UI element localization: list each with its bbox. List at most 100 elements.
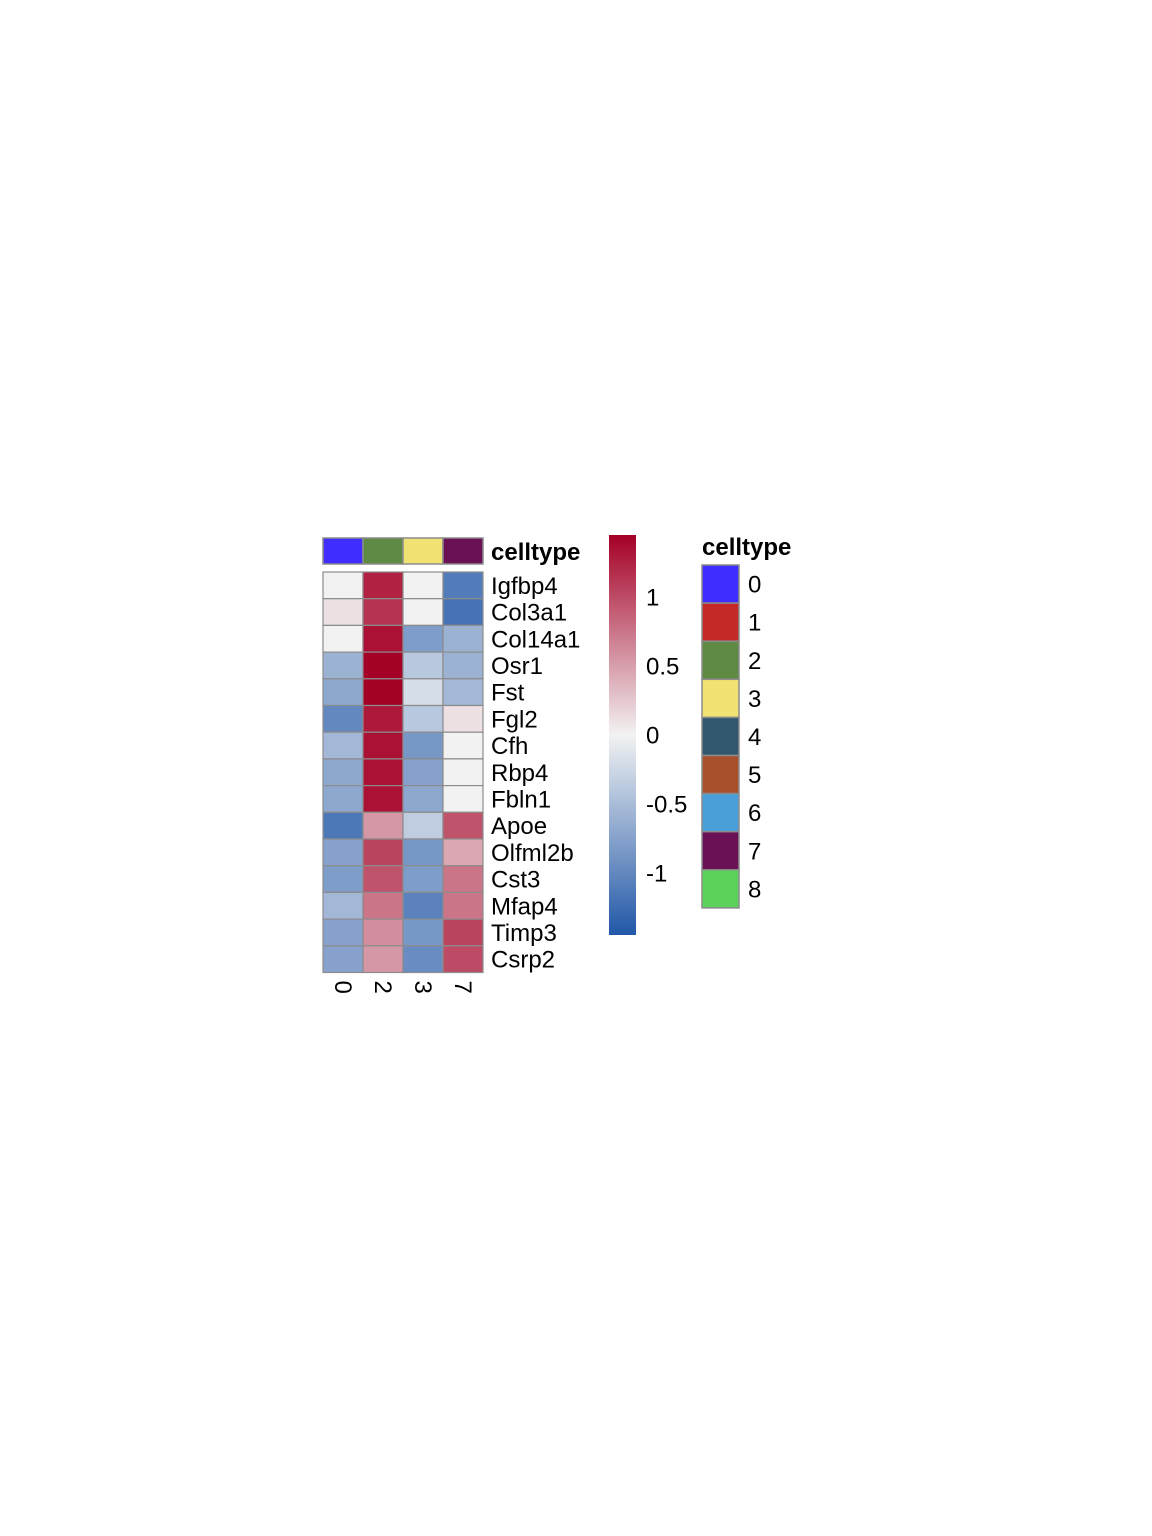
heatmap-cells: [322, 571, 484, 974]
heatmap-cell: [402, 865, 444, 894]
heatmap-cell: [402, 598, 444, 627]
legend-swatch: [701, 640, 740, 681]
annotation-cell-0: [322, 537, 364, 565]
heatmap-cell: [322, 838, 364, 867]
row-label: Mfap4: [491, 893, 558, 920]
legend-item: 3: [701, 678, 761, 719]
legend-swatch: [701, 830, 740, 871]
annotation-cell-3: [402, 537, 444, 565]
heatmap-cell: [402, 624, 444, 653]
legend-title: celltype: [702, 534, 791, 561]
row-label: Apoe: [491, 813, 547, 840]
legend-label: 6: [748, 800, 761, 827]
colorbar-tick-label: 0.5: [646, 654, 679, 681]
heatmap-cell: [442, 891, 484, 920]
heatmap-cell: [442, 758, 484, 787]
heatmap-cell: [362, 624, 404, 653]
heatmap-cell: [362, 891, 404, 920]
heatmap-cell: [442, 704, 484, 733]
row-label: Timp3: [491, 920, 557, 947]
legend-item: 7: [701, 830, 761, 871]
heatmap-cell: [442, 811, 484, 840]
heatmap-cell: [402, 811, 444, 840]
heatmap-cell: [362, 758, 404, 787]
legend-item: 8: [701, 869, 761, 909]
legend-swatch: [701, 869, 740, 909]
heatmap-cell: [442, 918, 484, 947]
heatmap-cell: [442, 784, 484, 813]
legend-item: 2: [701, 640, 761, 681]
row-label: Col14a1: [491, 626, 580, 653]
column-label: 3: [409, 981, 436, 994]
heatmap-cell: [322, 865, 364, 894]
legend-item: 0: [701, 564, 761, 604]
legend-label: 1: [748, 610, 761, 637]
heatmap-cell: [402, 571, 444, 600]
heatmap-cell: [362, 838, 404, 867]
heatmap-cell: [402, 651, 444, 680]
heatmap-cell: [322, 624, 364, 653]
legend-item: 1: [701, 602, 761, 642]
heatmap-cell: [442, 865, 484, 894]
heatmap-cell: [322, 811, 364, 840]
annotation-cell-2: [362, 537, 404, 565]
heatmap-cell: [322, 571, 364, 600]
heatmap-cell: [362, 918, 404, 947]
legend-label: 8: [748, 876, 761, 903]
heatmap-cell: [322, 704, 364, 733]
row-label: Osr1: [491, 653, 543, 680]
row-label: Col3a1: [491, 600, 567, 627]
heatmap-cell: [402, 891, 444, 920]
heatmap-cell: [402, 704, 444, 733]
heatmap-cell: [442, 731, 484, 760]
heatmap-cell: [322, 651, 364, 680]
legend-swatch: [701, 602, 740, 642]
row-label: Fst: [491, 680, 525, 707]
legend-label: 2: [748, 648, 761, 675]
annotation-title: celltype: [491, 539, 580, 566]
legend-label: 7: [748, 838, 761, 865]
legend-swatch: [701, 792, 740, 833]
heatmap-cell: [322, 945, 364, 974]
celltype-legend: celltype 0 1 2 3 4 5 6 7 8: [701, 534, 791, 909]
row-label: Cfh: [491, 733, 528, 760]
legend-label: 0: [748, 572, 761, 599]
legend-swatch: [701, 754, 740, 795]
legend-item: 6: [701, 792, 761, 833]
colorbar-tick-label: -0.5: [646, 791, 687, 818]
row-label: Fgl2: [491, 706, 538, 733]
heatmap-cell: [442, 945, 484, 974]
row-label: Cst3: [491, 867, 540, 894]
legend-label: 5: [748, 762, 761, 789]
heatmap-cell: [362, 811, 404, 840]
heatmap-cell: [362, 945, 404, 974]
heatmap-cell: [402, 784, 444, 813]
colorbar-tick-label: -1: [646, 860, 667, 887]
heatmap-cell: [362, 678, 404, 707]
heatmap-cell: [402, 758, 444, 787]
row-labels: Igfbp4Col3a1Col14a1Osr1FstFgl2CfhRbp4Fbl…: [491, 573, 580, 974]
column-label: 0: [329, 981, 356, 994]
colorbar-tick-label: 0: [646, 723, 659, 750]
heatmap-cell: [322, 731, 364, 760]
heatmap-cell: [362, 651, 404, 680]
heatmap-cell: [442, 651, 484, 680]
heatmap-cell: [402, 945, 444, 974]
heatmap-cell: [322, 758, 364, 787]
heatmap-cell: [442, 678, 484, 707]
heatmap-cell: [362, 571, 404, 600]
row-label: Igfbp4: [491, 573, 558, 600]
heatmap-cell: [362, 784, 404, 813]
row-label: Rbp4: [491, 760, 548, 787]
heatmap-cell: [362, 598, 404, 627]
heatmap-cell: [322, 891, 364, 920]
heatmap-cell: [402, 731, 444, 760]
legend-label: 3: [748, 686, 761, 713]
heatmap-cell: [442, 624, 484, 653]
legend-swatch: [701, 716, 740, 757]
heatmap-cell: [442, 838, 484, 867]
heatmap-cell: [322, 918, 364, 947]
legend-swatch: [701, 564, 740, 604]
heatmap-cell: [402, 838, 444, 867]
